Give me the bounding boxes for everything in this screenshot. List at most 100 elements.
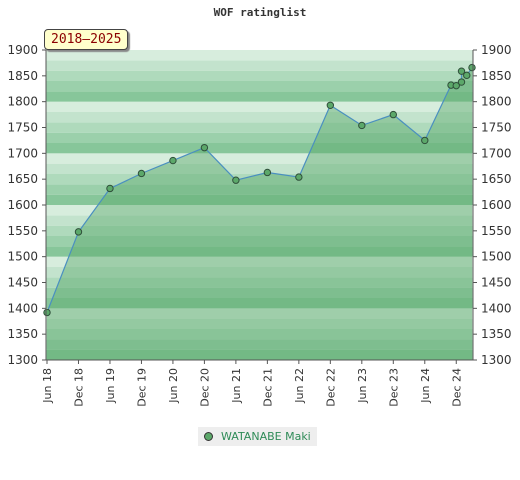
x-tick-label: Dec 21 xyxy=(261,368,274,407)
legend[interactable]: WATANABE Maki xyxy=(198,427,317,446)
band xyxy=(46,329,473,340)
band xyxy=(46,122,473,133)
band xyxy=(46,163,473,174)
band xyxy=(46,112,473,123)
x-tick-label: Dec 18 xyxy=(72,368,85,407)
y-tick-label: 1850 xyxy=(481,69,512,83)
band xyxy=(46,81,473,92)
y-tick-label: 1750 xyxy=(7,121,38,135)
y-tick-label: 1300 xyxy=(481,353,512,367)
data-point xyxy=(200,143,209,152)
y-tick-label: 1550 xyxy=(481,224,512,238)
band xyxy=(46,70,473,81)
x-tick-label: Jun 22 xyxy=(293,368,306,404)
background-bands xyxy=(46,50,473,360)
y-tick-label: 1900 xyxy=(481,43,512,57)
band xyxy=(46,91,473,102)
y-tick-label: 1650 xyxy=(7,172,38,186)
x-tick-label: Jun 23 xyxy=(356,368,369,404)
band xyxy=(46,205,473,216)
x-tick-label: Jun 21 xyxy=(230,368,243,404)
band xyxy=(46,153,473,164)
data-point xyxy=(137,169,146,178)
x-tick-label: Dec 20 xyxy=(198,368,211,407)
x-axis: Jun 18 Dec 18 Jun 19 Dec 19 Jun 20 Dec 20 Jun … xyxy=(41,360,463,407)
y-tick-label: 1700 xyxy=(481,146,512,160)
rating-area xyxy=(47,67,472,360)
legend-label: WATANABE Maki xyxy=(221,430,311,443)
band xyxy=(46,174,473,185)
band xyxy=(46,318,473,329)
legend-marker xyxy=(204,432,213,441)
x-tick-label: Dec 23 xyxy=(387,368,400,407)
band xyxy=(46,256,473,267)
y-tick-label: 1400 xyxy=(7,301,38,315)
band xyxy=(46,132,473,143)
data-point xyxy=(232,176,240,184)
data-point xyxy=(358,121,366,130)
x-tick-label: Jun 19 xyxy=(104,368,117,404)
data-point xyxy=(457,67,466,75)
y-tick-label: 1750 xyxy=(481,121,512,135)
band xyxy=(46,184,473,195)
y-tick-label: 1700 xyxy=(7,146,38,160)
x-tick-label: Dec 24 xyxy=(450,368,463,407)
band xyxy=(46,60,473,71)
x-tick-label: Jun 24 xyxy=(419,368,432,404)
x-tick-label: Dec 19 xyxy=(135,368,148,407)
band xyxy=(46,143,473,154)
band xyxy=(46,267,473,278)
y-tick-label: 1350 xyxy=(7,327,38,341)
data-point xyxy=(263,168,272,177)
y-tick-label: 1500 xyxy=(481,250,512,264)
data-point xyxy=(463,71,471,80)
rating-points xyxy=(43,63,476,317)
y-tick-label: 1600 xyxy=(481,198,512,212)
y-tick-label: 1350 xyxy=(481,327,512,341)
x-tick-label: Jun 18 xyxy=(41,368,54,404)
data-point xyxy=(452,81,460,90)
y-axis-left: 1300 1350 1400 1450 1500 1550 1600 1650 1700 1750… xyxy=(7,43,46,367)
y-tick-label: 1600 xyxy=(7,198,38,212)
data-point xyxy=(421,136,429,145)
band xyxy=(46,246,473,257)
y-tick-label: 1300 xyxy=(7,353,38,367)
band xyxy=(46,349,473,360)
band xyxy=(46,339,473,350)
data-point xyxy=(74,228,83,236)
data-point xyxy=(106,184,114,193)
data-point xyxy=(295,173,303,181)
band xyxy=(46,236,473,247)
band xyxy=(46,101,473,112)
y-tick-label: 1900 xyxy=(7,43,38,57)
data-point xyxy=(326,101,335,109)
y-tick-label: 1500 xyxy=(7,250,38,264)
band xyxy=(46,287,473,298)
band xyxy=(46,298,473,309)
y-tick-label: 1450 xyxy=(7,276,38,290)
band xyxy=(46,50,473,61)
y-axis-right: 1300 1350 1400 1450 1500 1550 1600 1650 1700 1750… xyxy=(473,43,512,367)
y-tick-label: 1800 xyxy=(7,95,38,109)
band xyxy=(46,277,473,288)
y-tick-label: 1400 xyxy=(481,301,512,315)
x-tick-label: Dec 22 xyxy=(324,368,337,407)
data-point xyxy=(389,110,397,119)
y-tick-label: 1450 xyxy=(481,276,512,290)
band xyxy=(46,215,473,226)
y-tick-label: 1650 xyxy=(481,172,512,186)
data-point xyxy=(43,308,51,317)
y-tick-label: 1850 xyxy=(7,69,38,83)
y-tick-label: 1800 xyxy=(481,95,512,109)
band xyxy=(46,194,473,205)
data-point xyxy=(169,156,177,165)
data-point xyxy=(457,78,466,86)
data-point xyxy=(468,63,476,72)
chart-title: WOF ratinglist xyxy=(213,6,307,19)
period-badge: 2018–2025 xyxy=(44,29,129,50)
band xyxy=(46,225,473,236)
y-tick-label: 1550 xyxy=(7,224,38,238)
x-tick-label: Jun 20 xyxy=(167,368,180,404)
band xyxy=(46,308,473,319)
